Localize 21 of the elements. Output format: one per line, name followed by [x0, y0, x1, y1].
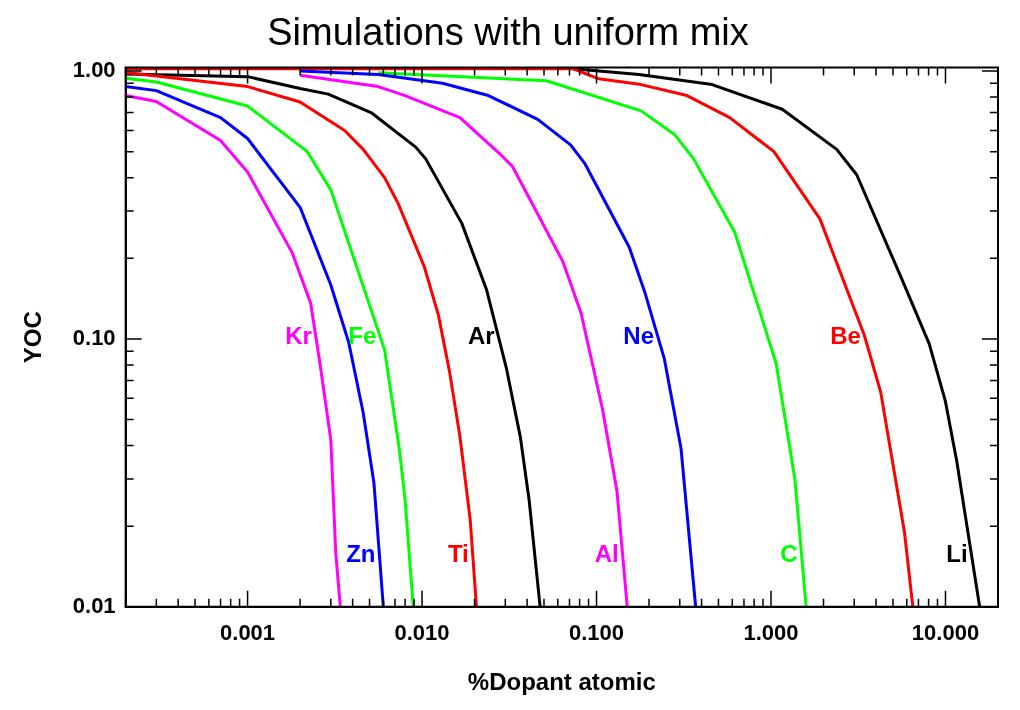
x-tick-label: 0.100 — [568, 620, 625, 646]
y-tick-label: 0.10 — [72, 324, 116, 350]
y-tick-label: 1.00 — [72, 57, 116, 83]
series-label: Kr — [285, 321, 312, 349]
x-axis-title: %Dopant atomic — [467, 668, 656, 696]
chart-title: Simulations with uniform mix — [267, 11, 749, 54]
series-label: Be — [830, 321, 861, 349]
x-tick-label: 10.000 — [911, 620, 980, 646]
x-tick-label: 0.010 — [394, 620, 450, 646]
y-axis-title: YOC — [19, 311, 47, 364]
series-label: C — [780, 540, 798, 568]
series-label: Zn — [346, 540, 376, 568]
series-label: Ar — [467, 321, 495, 349]
x-tick-label: 1.000 — [743, 620, 799, 646]
y-tick-label: 0.01 — [72, 592, 116, 618]
series-label: Al — [594, 540, 619, 568]
series-label: Ti — [447, 540, 469, 568]
series-label: Fe — [348, 321, 377, 349]
series-label: Li — [946, 540, 968, 568]
series-label: Ne — [623, 321, 654, 349]
x-tick-label: 0.001 — [220, 620, 276, 646]
